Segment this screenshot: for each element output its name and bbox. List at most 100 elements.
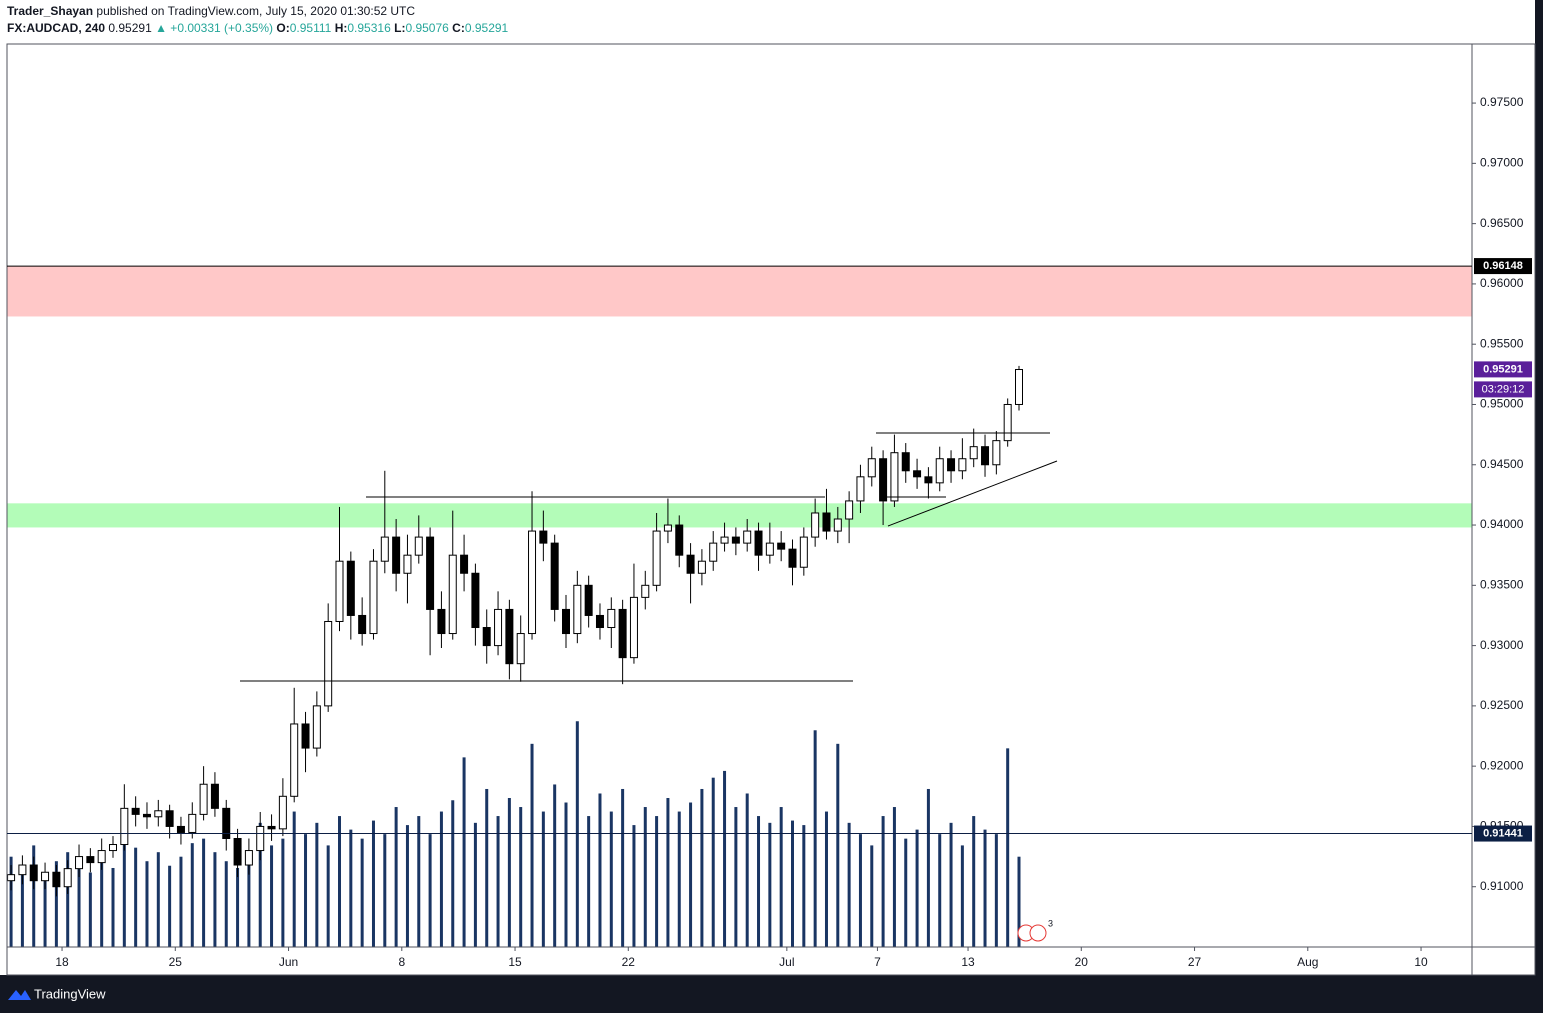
high: 0.95316 [347, 21, 391, 35]
volume-bar [236, 867, 240, 947]
candle-body [958, 458, 967, 472]
candle-body [494, 608, 503, 647]
candle-body [358, 614, 367, 635]
candle-body [165, 810, 174, 827]
candle-body [992, 440, 1001, 466]
x-tick-label: 10 [1414, 955, 1428, 969]
candle-body [709, 542, 718, 562]
y-tick-label: 0.92000 [1480, 758, 1524, 772]
level-label-box [1474, 825, 1532, 842]
candle-body [697, 560, 706, 574]
volume-bar [1017, 856, 1021, 947]
candle-body [460, 554, 469, 574]
candle-body [29, 864, 38, 882]
volume-bar [371, 820, 375, 947]
candle-body [720, 536, 729, 544]
x-tick-label: 22 [622, 955, 636, 969]
volume-bar [847, 822, 851, 947]
volume-bar [541, 811, 545, 947]
candle-body [448, 554, 457, 635]
candle-body [641, 584, 650, 598]
trend-line [887, 460, 1058, 527]
volume-bar [734, 807, 738, 947]
volume-bar [791, 820, 795, 947]
candle-body [890, 452, 899, 502]
candle-body [675, 524, 684, 556]
timer-label: 03:29:12 [1482, 383, 1525, 395]
event-flag [1029, 924, 1047, 942]
volume-bar [485, 788, 489, 947]
candle-body [618, 608, 627, 659]
volume-bar [723, 770, 727, 947]
volume-bar [496, 816, 500, 947]
candle-body [607, 608, 616, 629]
plot-area [7, 266, 1472, 947]
candle-body [244, 850, 253, 866]
candle-body [528, 530, 537, 635]
volume-bar [213, 852, 217, 947]
zone [7, 503, 1472, 528]
volume-bar [779, 807, 783, 947]
volume-bar [757, 816, 761, 947]
drawings [240, 432, 1058, 682]
candle-body [52, 871, 61, 888]
volume-bar [870, 845, 874, 947]
candle-body [120, 807, 129, 846]
candle-body [743, 530, 752, 544]
volume-bar [394, 807, 398, 947]
volume-bar [20, 867, 24, 947]
volume-bar [553, 784, 557, 947]
candle-body [482, 627, 491, 647]
volume-bar [66, 852, 70, 947]
y-tick-label: 0.96000 [1480, 276, 1524, 290]
candle-body [335, 560, 344, 622]
volume-bar [711, 777, 715, 947]
volume-bar [609, 811, 613, 947]
event-icon: 3 [1017, 918, 1053, 942]
volume-bar [417, 816, 421, 947]
volume-bar [507, 798, 511, 947]
candle-body [222, 807, 231, 839]
last-price-label: 0.95291 [1483, 363, 1523, 375]
volume-bar [655, 816, 659, 947]
footer-logo: TradingView [8, 986, 106, 1001]
footer-brand: TradingView [34, 986, 106, 1001]
candle-body [403, 554, 412, 574]
candle-body [833, 518, 842, 532]
volume-bar [802, 825, 806, 947]
candle-body [562, 608, 571, 635]
volume-bar [949, 822, 953, 947]
volume-bar [960, 845, 964, 947]
volume-bar [858, 834, 862, 947]
author: Trader_Shayan [7, 4, 93, 18]
candle-body [380, 536, 389, 562]
low: 0.95076 [405, 21, 449, 35]
volume-bar [530, 743, 534, 947]
y-tick-label: 0.95500 [1480, 336, 1524, 350]
x-tick-label: 27 [1188, 955, 1202, 969]
candle-body [856, 476, 865, 502]
c-label: C: [452, 21, 465, 35]
zone [7, 266, 1472, 317]
volume-bar [88, 872, 92, 947]
volume-bar [405, 825, 409, 947]
candle-body [18, 864, 27, 876]
volume-bar [304, 834, 308, 947]
candle-body [63, 868, 72, 888]
volume-bar [745, 793, 749, 947]
candle-body [505, 608, 514, 665]
level-label: 0.91441 [1483, 827, 1523, 839]
y-tick-label: 0.93500 [1480, 577, 1524, 591]
x-tick-label: 13 [961, 955, 975, 969]
volume-bar [768, 822, 772, 947]
candle-body [199, 783, 208, 815]
volume-bar [247, 856, 251, 947]
candle-body [426, 536, 435, 610]
volume-bar [632, 825, 636, 947]
volume-bar [383, 834, 387, 947]
last-price: 0.95291 [108, 21, 152, 35]
volume-bar [473, 822, 477, 947]
candle-body [256, 825, 265, 852]
volume-bar [904, 838, 908, 947]
candle-body [595, 614, 604, 629]
